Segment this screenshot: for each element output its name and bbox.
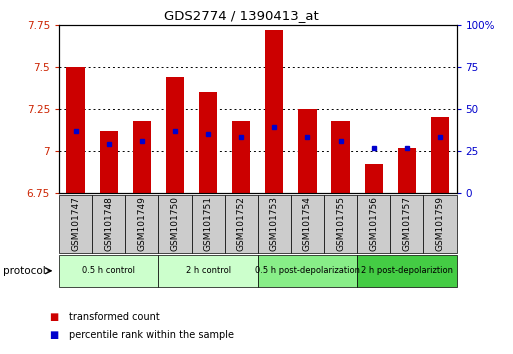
Bar [125,195,159,253]
Bar [92,195,125,253]
Text: GSM101750: GSM101750 [170,196,180,251]
Bar [265,30,284,193]
Text: 0.5 h control: 0.5 h control [82,266,135,275]
Bar [291,195,324,253]
Bar [159,195,191,253]
Text: GSM101752: GSM101752 [236,196,246,251]
Text: GSM101754: GSM101754 [303,196,312,251]
Text: GSM101748: GSM101748 [104,196,113,251]
Bar [67,67,85,193]
Bar [258,255,357,287]
Text: ■: ■ [49,330,58,339]
Bar [398,148,416,193]
Bar [431,117,449,193]
Text: GSM101756: GSM101756 [369,196,378,251]
Bar [299,109,317,193]
Bar [133,121,151,193]
Text: protocol: protocol [3,266,45,276]
Bar [100,131,118,193]
Bar [423,195,457,253]
Bar [258,195,291,253]
Bar [232,121,250,193]
Bar [191,195,225,253]
Text: GDS2774 / 1390413_at: GDS2774 / 1390413_at [164,9,319,22]
Text: GSM101751: GSM101751 [204,196,212,251]
Bar [225,195,258,253]
Bar [365,164,383,193]
Text: 2 h post-depolariztion: 2 h post-depolariztion [361,266,453,275]
Text: GSM101759: GSM101759 [436,196,444,251]
Text: percentile rank within the sample: percentile rank within the sample [69,330,234,339]
Text: GSM101749: GSM101749 [137,196,146,251]
Text: 0.5 h post-depolarization: 0.5 h post-depolarization [255,266,360,275]
Text: transformed count: transformed count [69,312,160,322]
Bar [159,255,258,287]
Bar [331,121,350,193]
Bar [59,255,159,287]
Bar [390,195,423,253]
Text: GSM101757: GSM101757 [402,196,411,251]
Text: GSM101747: GSM101747 [71,196,80,251]
Bar [324,195,357,253]
Bar [199,92,217,193]
Bar [59,195,92,253]
Bar [357,255,457,287]
Text: ■: ■ [49,312,58,322]
Text: GSM101755: GSM101755 [336,196,345,251]
Text: 2 h control: 2 h control [186,266,231,275]
Bar [166,77,184,193]
Text: GSM101753: GSM101753 [270,196,279,251]
Bar [357,195,390,253]
